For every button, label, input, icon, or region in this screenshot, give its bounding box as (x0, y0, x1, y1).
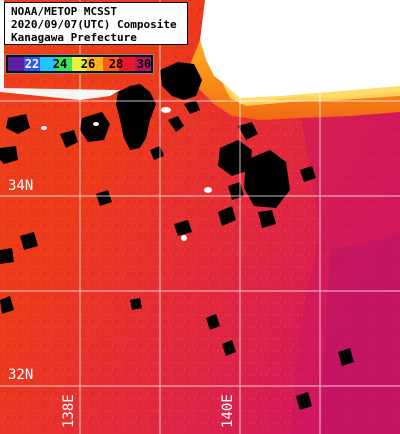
colorbar-swatch (39, 57, 56, 71)
islands (41, 107, 212, 241)
colorbar-swatch (8, 57, 24, 71)
colorbar-swatch (23, 57, 40, 71)
colorbar-swatch (119, 57, 136, 71)
kuroshio-band (320, 235, 400, 434)
latitude-label-32n: 32N (8, 367, 34, 383)
colorbar-swatches (8, 57, 152, 71)
title-region: Kanagawa Prefecture (11, 31, 137, 44)
coastal-yellow-strip (222, 82, 400, 106)
colorbar-swatch (135, 57, 152, 71)
longitude-label-138e: 138E (61, 394, 77, 428)
colorbar-swatch (103, 57, 120, 71)
colorbar-tick: 28 (108, 57, 124, 71)
colorbar-swatch (55, 57, 72, 71)
warm-current-band (290, 95, 400, 434)
sagami-bay-coast (160, 62, 202, 100)
colorbar-swatch (71, 57, 88, 71)
temperature-colorbar: 22 24 26 28 30 (5, 54, 154, 74)
colorbar-tick: 22 (24, 57, 40, 71)
coastal-warm-band (188, 40, 400, 120)
land-left (0, 0, 4, 92)
suruga-coast (0, 88, 120, 100)
colorbar-labels: 22 24 26 28 30 (6, 55, 153, 73)
title-source: NOAA/METOP MCSST (11, 5, 117, 18)
latitude-label-34n: 34N (8, 178, 34, 194)
map-title-box: NOAA/METOP MCSST 2020/09/07(UTC) Composi… (4, 2, 188, 45)
colorbar-tick: 30 (136, 57, 152, 71)
colorbar-swatch (87, 57, 104, 71)
colorbar-tick: 24 (52, 57, 68, 71)
colorbar-tick: 26 (80, 57, 96, 71)
title-date: 2020/09/07(UTC) Composite (11, 18, 177, 31)
land-mass (200, 0, 400, 104)
longitude-label-140e: 140E (220, 394, 236, 428)
cloud-masks (0, 100, 354, 410)
